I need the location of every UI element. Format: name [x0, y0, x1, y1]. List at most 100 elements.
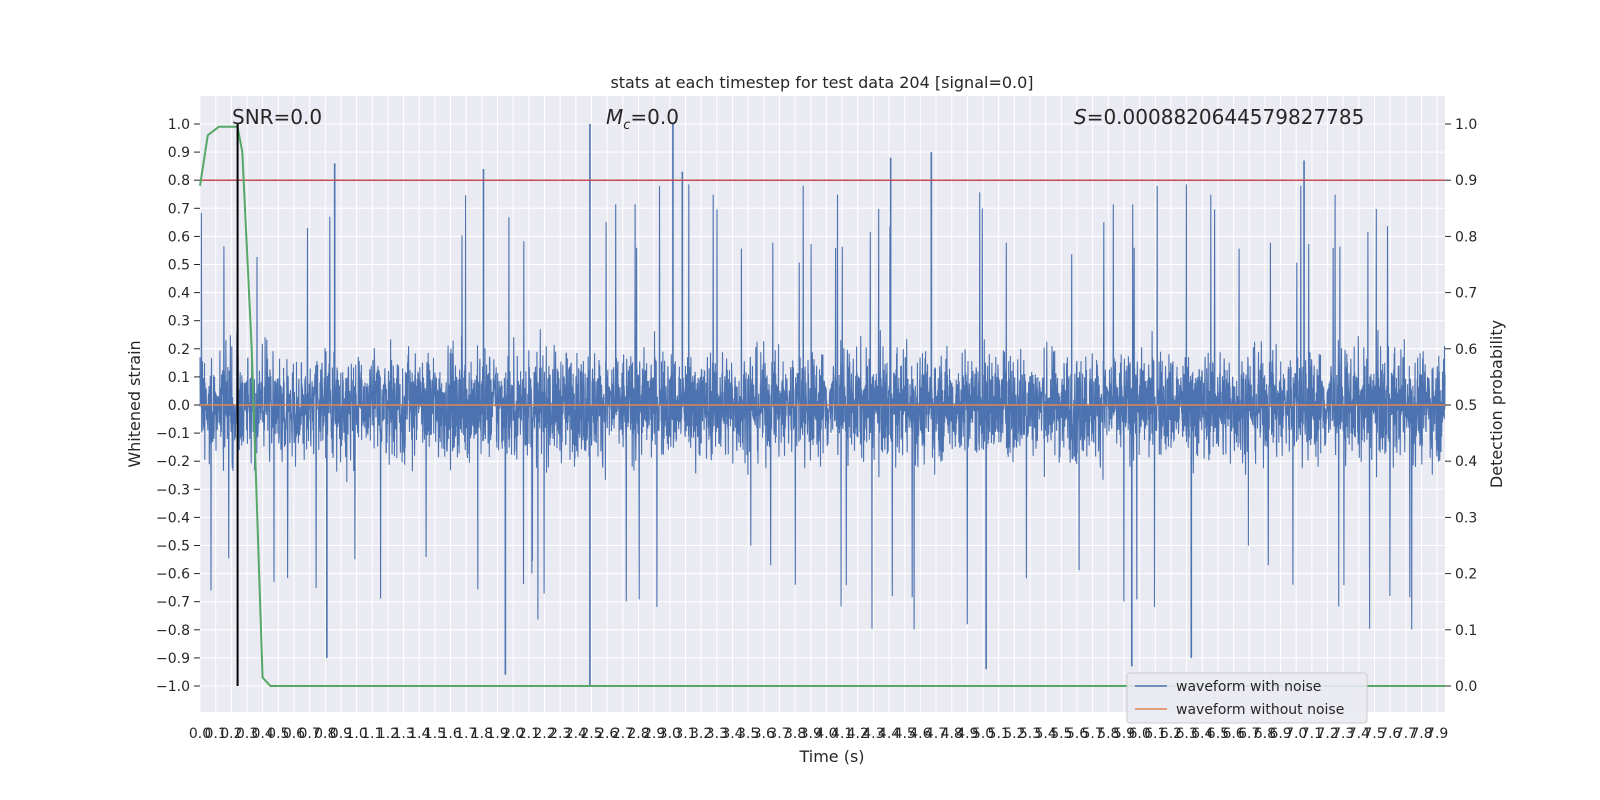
chirp-mass-annotation: Mc=0.0 — [606, 105, 679, 133]
y-tick-label-left: −0.6 — [156, 567, 190, 583]
x-tick-label: 5.1 — [988, 726, 1010, 742]
series-layer — [199, 124, 1446, 687]
x-tick-label: 7.1 — [1301, 726, 1323, 742]
x-tick-label: 1.5 — [424, 726, 446, 742]
waveform-with-noise-line — [199, 184, 1446, 630]
x-tick-label: 1.2 — [377, 726, 399, 742]
y-tick-label-right: 0.1 — [1455, 623, 1477, 639]
y-tick-label-left: −1.0 — [156, 679, 190, 695]
x-tick-label: 1.0 — [345, 726, 367, 742]
y-tick-label-left: 0.8 — [168, 173, 190, 189]
legend-label-noise: waveform with noise — [1176, 679, 1321, 695]
x-tick-label: 4.0 — [815, 726, 837, 742]
x-tick-label: 0.5 — [267, 726, 289, 742]
x-tick-label: 3.4 — [721, 726, 743, 742]
x-tick-label: 5.7 — [1082, 726, 1104, 742]
x-tick-label: 5.5 — [1050, 726, 1072, 742]
y-tick-label-right: 0.5 — [1455, 398, 1477, 414]
x-tick-label: 6.6 — [1222, 726, 1244, 742]
x-tick-label: 4.5 — [894, 726, 916, 742]
x-tick-label: 6.3 — [1175, 726, 1197, 742]
x-tick-label: 7.9 — [1426, 726, 1448, 742]
y-tick-label-right: 0.9 — [1455, 173, 1477, 189]
x-tick-label: 5.9 — [1113, 726, 1135, 742]
x-tick-label: 7.8 — [1410, 726, 1432, 742]
x-tick-label: 2.3 — [549, 726, 571, 742]
x-tick-label: 5.4 — [1035, 726, 1057, 742]
y-tick-label-right: 0.7 — [1455, 286, 1477, 302]
x-tick-label: 3.2 — [690, 726, 712, 742]
legend-box — [1126, 672, 1368, 724]
legend: waveform with noise waveform without noi… — [1126, 672, 1368, 724]
x-tick-label: 1.3 — [392, 726, 414, 742]
y-tick-label-left: −0.7 — [156, 595, 190, 611]
x-tick-label: 3.7 — [768, 726, 790, 742]
x-tick-label: 6.7 — [1238, 726, 1260, 742]
x-tick-label: 6.9 — [1269, 726, 1291, 742]
x-tick-label: 7.0 — [1285, 726, 1307, 742]
x-tick-label: 7.4 — [1348, 726, 1370, 742]
x-tick-label: 4.2 — [847, 726, 869, 742]
y-tick-label-right: 1.0 — [1455, 117, 1477, 133]
x-tick-label: 2.5 — [580, 726, 602, 742]
x-tick-label: 3.5 — [737, 726, 759, 742]
y-tick-label-left: −0.4 — [156, 510, 190, 526]
x-tick-label: 2.0 — [502, 726, 524, 742]
y-tick-label-left: 0.6 — [168, 229, 190, 245]
x-tick-label: 1.7 — [455, 726, 477, 742]
x-tick-label: 4.6 — [909, 726, 931, 742]
x-tick-label: 4.3 — [862, 726, 884, 742]
legend-label-clean: waveform without noise — [1176, 702, 1344, 718]
x-tick-label: 1.4 — [408, 726, 430, 742]
x-tick-label: 6.5 — [1207, 726, 1229, 742]
x-tick-label: 1.6 — [439, 726, 461, 742]
x-tick-label: 4.7 — [925, 726, 947, 742]
y-tick-label-left: −0.8 — [156, 623, 190, 639]
y-tick-label-left: −0.5 — [156, 539, 190, 555]
y-tick-label-left: 0.7 — [168, 201, 190, 217]
chirp-mass-subscript: c — [623, 118, 630, 133]
x-tick-label: 2.1 — [518, 726, 540, 742]
snr-annotation: SNR=0.0 — [232, 105, 322, 129]
y-axis-label-right: Detection probability — [1487, 320, 1506, 488]
y-tick-label-left: −0.1 — [156, 426, 190, 442]
y-tick-label-right: 0.2 — [1455, 567, 1477, 583]
x-tick-label: 1.9 — [486, 726, 508, 742]
x-tick-label: 7.7 — [1395, 726, 1417, 742]
x-axis-label: Time (s) — [798, 747, 864, 766]
x-tick-label: 2.9 — [643, 726, 665, 742]
x-tick-label: 2.4 — [565, 726, 587, 742]
x-tick-label: 7.6 — [1379, 726, 1401, 742]
x-tick-label: 0.7 — [298, 726, 320, 742]
x-tick-label: 3.3 — [706, 726, 728, 742]
x-tick-label: 0.1 — [205, 726, 227, 742]
x-tick-label: 5.8 — [1097, 726, 1119, 742]
x-tick-label: 2.6 — [596, 726, 618, 742]
x-tick-label: 6.8 — [1254, 726, 1276, 742]
y-tick-label-left: 0.5 — [168, 258, 190, 274]
axes-layer: 0.00.10.20.30.40.50.60.70.80.91.01.11.21… — [156, 117, 1477, 742]
y-tick-label-left: 0.3 — [168, 314, 190, 330]
x-tick-label: 6.0 — [1128, 726, 1150, 742]
x-tick-label: 6.4 — [1191, 726, 1213, 742]
x-tick-label: 3.1 — [674, 726, 696, 742]
x-tick-label: 7.3 — [1332, 726, 1354, 742]
x-tick-label: 4.1 — [831, 726, 853, 742]
score-value: =0.0008820644579827785 — [1087, 105, 1365, 129]
y-tick-label-left: −0.2 — [156, 454, 190, 470]
y-tick-label-left: −0.3 — [156, 482, 190, 498]
snr-score-annotation: S=0.0008820644579827785 — [1074, 105, 1364, 129]
x-tick-label: 0.4 — [252, 726, 274, 742]
x-tick-label: 0.8 — [314, 726, 336, 742]
chirp-mass-symbol: M — [606, 105, 623, 129]
x-tick-label: 7.5 — [1363, 726, 1385, 742]
x-tick-label: 2.2 — [533, 726, 555, 742]
y-tick-label-right: 0.4 — [1455, 454, 1477, 470]
x-tick-label: 1.8 — [471, 726, 493, 742]
x-tick-label: 3.6 — [753, 726, 775, 742]
x-tick-label: 4.4 — [878, 726, 900, 742]
y-tick-label-right: 0.6 — [1455, 342, 1477, 358]
x-tick-label: 5.0 — [972, 726, 994, 742]
y-tick-label-right: 0.0 — [1455, 679, 1477, 695]
